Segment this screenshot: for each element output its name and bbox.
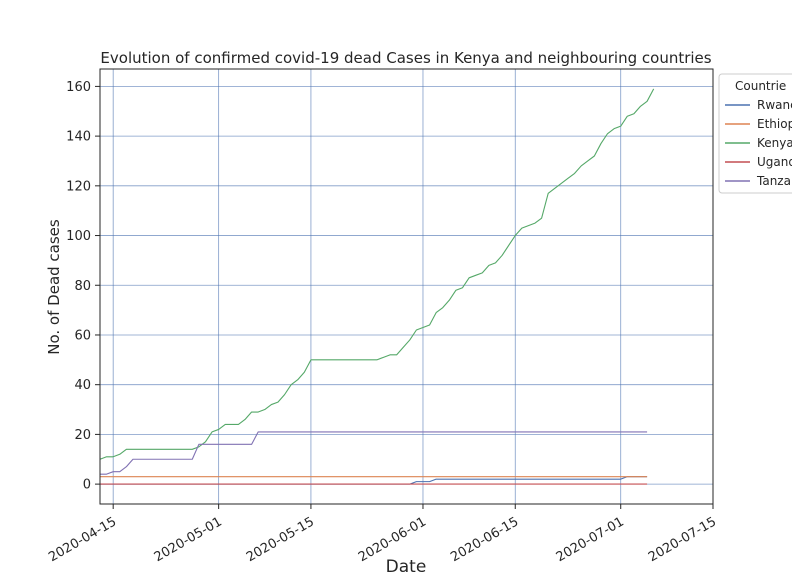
y-tick-label: 160: [66, 80, 91, 95]
legend-label-rwanda: Rwanc: [757, 98, 792, 112]
legend-label-uganda: Ugand: [757, 155, 792, 169]
x-tick-label: 2020-05-01: [152, 514, 225, 565]
legend: Countrie Rwanc Ethiop Kenya Ugand Tanza: [718, 73, 792, 194]
legend-label-ethiopia: Ethiop: [757, 117, 792, 131]
y-tick-label: 140: [66, 130, 91, 145]
legend-title: Countrie: [735, 79, 786, 93]
x-axis-title: Date: [386, 557, 427, 576]
y-tick-label: 100: [66, 229, 91, 244]
y-tick-label: 40: [74, 378, 91, 393]
legend-frame: [718, 73, 792, 194]
y-tick-label: 60: [74, 328, 91, 343]
y-tick-label: 20: [74, 428, 91, 443]
y-tick-label: 120: [66, 179, 91, 194]
x-tick-label: 2020-06-15: [448, 514, 521, 565]
y-axis-title: No. of Dead cases: [45, 219, 63, 355]
x-tick-label: 2020-05-15: [244, 514, 317, 565]
legend-label-kenya: Kenya: [757, 136, 792, 150]
legend-label-tanzania: Tanza: [756, 174, 791, 188]
series-line-kenya: [99, 88, 655, 460]
y-tick-label: 0: [83, 478, 91, 493]
plot-frame: [99, 68, 714, 505]
chart-title: Evolution of confirmed covid-19 dead Cas…: [100, 49, 711, 67]
series-line-tanzania: [100, 431, 648, 475]
series-lines: [99, 88, 655, 485]
x-tick-label: 2020-07-01: [554, 514, 627, 565]
x-tick-label: 2020-04-15: [46, 514, 119, 565]
x-tick-label: 2020-07-15: [646, 514, 719, 565]
y-tick-label: 80: [74, 279, 91, 294]
